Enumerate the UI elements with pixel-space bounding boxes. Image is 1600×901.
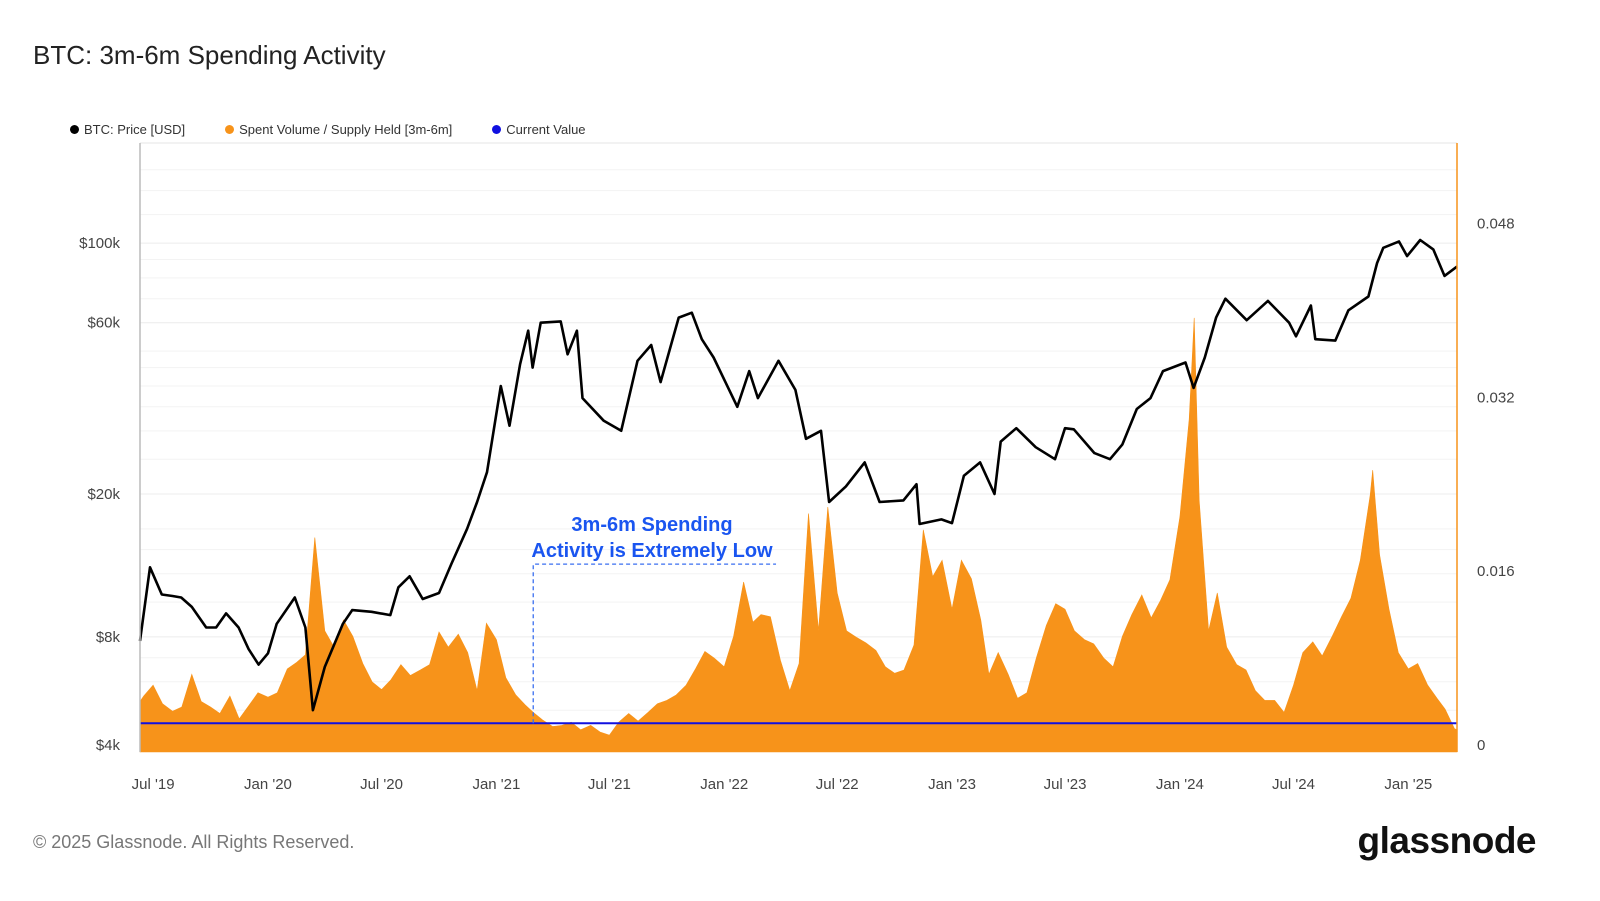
glassnode-logo: glassnode: [1357, 820, 1537, 861]
annotation-text: Activity is Extremely Low: [531, 540, 773, 562]
left-axis-tick-label: $8k: [96, 629, 121, 646]
x-axis-tick-label: Jan '21: [472, 776, 520, 793]
spent-volume-bars: [139, 317, 1458, 753]
right-axis-tick-label: 0.048: [1477, 215, 1515, 232]
left-axis-tick-label: $20k: [87, 486, 120, 503]
right-axis-tick-label: 0: [1477, 737, 1485, 754]
x-axis-tick-label: Jan '20: [244, 776, 292, 793]
x-axis-tick-label: Jan '25: [1384, 776, 1432, 793]
x-axis-tick-label: Jul '20: [360, 776, 403, 793]
left-axis-tick-label: $4k: [96, 737, 121, 754]
left-axis-tick-label: $100k: [79, 235, 120, 252]
right-axis-tick-label: 0.016: [1477, 563, 1515, 580]
legend-label: Current Value: [506, 122, 586, 137]
right-axis-tick-label: 0.032: [1477, 389, 1515, 406]
legend-label: BTC: Price [USD]: [84, 122, 186, 137]
legend: BTC: Price [USD] Spent Volume / Supply H…: [70, 122, 586, 137]
legend-item-current-value[interactable]: Current Value: [492, 122, 586, 137]
x-axis-tick-label: Jul '23: [1044, 776, 1087, 793]
legend-item-spent-volume[interactable]: Spent Volume / Supply Held [3m-6m]: [225, 122, 452, 137]
annotation-text: 3m-6m Spending: [571, 514, 732, 536]
legend-label: Spent Volume / Supply Held [3m-6m]: [239, 122, 453, 137]
legend-dot-icon: [225, 125, 235, 134]
btc-price-line: [138, 238, 1458, 712]
x-axis-tick-label: Jan '24: [1156, 776, 1204, 793]
x-axis-tick-label: Jul '22: [816, 776, 859, 793]
x-axis-tick-label: Jan '22: [700, 776, 748, 793]
x-axis-tick-label: Jan '23: [928, 776, 976, 793]
chart-title: BTC: 3m-6m Spending Activity: [33, 40, 386, 70]
left-axis-tick-label: $60k: [87, 315, 120, 332]
legend-dot-icon: [492, 125, 502, 134]
legend-dot-icon: [70, 125, 79, 134]
copyright: © 2025 Glassnode. All Rights Reserved.: [33, 832, 355, 852]
x-axis-tick-label: Jul '24: [1272, 776, 1315, 793]
x-axis-tick-label: Jul '19: [132, 776, 175, 793]
legend-item-price[interactable]: BTC: Price [USD]: [70, 122, 185, 137]
x-axis-tick-label: Jul '21: [588, 776, 631, 793]
